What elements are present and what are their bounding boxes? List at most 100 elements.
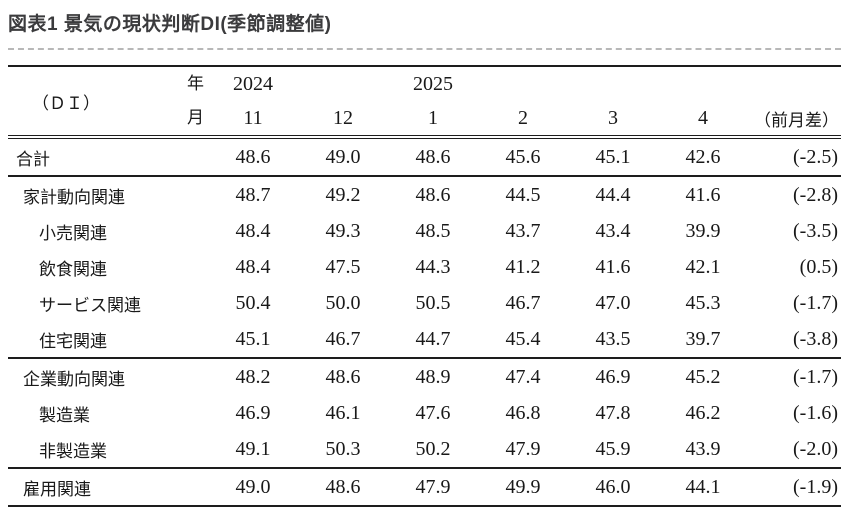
- di-value: 49.0: [325, 145, 361, 168]
- header-row-month: 11 12 1 2 3 4 （前月差）: [8, 101, 841, 137]
- di-value: 45.4: [505, 327, 541, 350]
- di-value: 45.1: [595, 145, 631, 168]
- di-value: 48.7: [235, 183, 271, 206]
- row-label-corporate: 企業動向関連: [23, 369, 125, 389]
- di-value: 50.5: [415, 291, 451, 314]
- mom-change-value: (-2.5): [793, 145, 838, 168]
- table-header: （ＤＩ） 年 月 2024 2025 11 12 1: [8, 66, 841, 137]
- di-value: 45.2: [685, 365, 721, 388]
- empty-cell: [568, 66, 658, 101]
- di-value: 47.9: [505, 437, 541, 460]
- mom-change-value: (-1.6): [793, 401, 838, 424]
- row-retail: 小売関連 48.4 49.3 48.5 43.7 43.4 39.9 (-3.5…: [8, 213, 841, 249]
- di-value: 49.9: [505, 475, 541, 498]
- empty-cell: [658, 66, 748, 101]
- di-value: 50.4: [235, 291, 271, 314]
- di-value: 45.3: [685, 291, 721, 314]
- row-label-non-manufacturing: 非製造業: [39, 441, 107, 461]
- row-label-total: 合計: [16, 149, 50, 169]
- di-value: 47.5: [325, 255, 361, 278]
- di-value: 48.6: [415, 145, 451, 168]
- year-axis-label: 年: [187, 74, 204, 93]
- mom-change-value: (-1.7): [793, 365, 838, 388]
- di-value: 48.6: [325, 365, 361, 388]
- di-value: 43.9: [685, 437, 721, 460]
- di-value: 46.7: [505, 291, 541, 314]
- row-manufacturing: 製造業 46.9 46.1 47.6 46.8 47.8 46.2 (-1.6): [8, 395, 841, 431]
- row-employment: 雇用関連 49.0 48.6 47.9 49.9 46.0 44.1 (-1.9…: [8, 468, 841, 506]
- header-row-year: （ＤＩ） 年 月 2024 2025: [8, 66, 841, 128]
- di-value: 48.4: [235, 255, 271, 278]
- di-value: 48.6: [325, 475, 361, 498]
- row-food-service: 飲食関連 48.4 47.5 44.3 41.2 41.6 42.1 (0.5): [8, 249, 841, 285]
- di-value: 49.1: [235, 437, 271, 460]
- mom-change-value: (0.5): [799, 255, 838, 278]
- di-value: 47.6: [415, 401, 451, 424]
- page-title: 図表1 景気の現状判断DI(季節調整値): [8, 14, 332, 35]
- di-value: 39.9: [685, 219, 721, 242]
- di-value: 43.4: [595, 219, 631, 242]
- table-body: 合計 48.6 49.0 48.6 45.6 45.1 42.6 (-2.5) …: [8, 137, 841, 506]
- row-label-household: 家計動向関連: [23, 187, 125, 207]
- row-corporate: 企業動向関連 48.2 48.6 48.9 47.4 46.9 45.2 (-1…: [8, 358, 841, 395]
- di-value: 41.6: [595, 255, 631, 278]
- row-label-services: サービス関連: [39, 295, 141, 315]
- di-value: 48.9: [415, 365, 451, 388]
- row-label-food-service: 飲食関連: [39, 259, 107, 279]
- month-header-nov: 11: [243, 106, 263, 129]
- di-table: （ＤＩ） 年 月 2024 2025 11 12 1: [8, 65, 841, 507]
- di-value: 46.8: [505, 401, 541, 424]
- row-label-manufacturing: 製造業: [39, 405, 90, 425]
- mom-change-value: (-2.8): [793, 183, 838, 206]
- di-value: 44.7: [415, 327, 451, 350]
- di-value: 47.4: [505, 365, 541, 388]
- corner-cell: （ＤＩ） 年 月: [8, 66, 208, 137]
- di-value: 50.2: [415, 437, 451, 460]
- di-value: 48.6: [415, 183, 451, 206]
- di-value: 41.6: [685, 183, 721, 206]
- row-non-manufacturing: 非製造業 49.1 50.3 50.2 47.9 45.9 43.9 (-2.0…: [8, 431, 841, 468]
- month-header-mar: 3: [608, 106, 618, 129]
- di-value: 49.0: [235, 475, 271, 498]
- di-value: 43.7: [505, 219, 541, 242]
- row-services: サービス関連 50.4 50.0 50.5 46.7 47.0 45.3 (-1…: [8, 285, 841, 321]
- di-value: 44.3: [415, 255, 451, 278]
- di-value: 47.8: [595, 401, 631, 424]
- di-value: 39.7: [685, 327, 721, 350]
- mom-change-value: (-2.0): [793, 437, 838, 460]
- mom-change-value: (-1.7): [793, 291, 838, 314]
- row-label-employment: 雇用関連: [23, 479, 91, 499]
- year-month-axis-label: 年 月: [187, 67, 204, 135]
- di-value: 48.5: [415, 219, 451, 242]
- di-value: 45.9: [595, 437, 631, 460]
- row-housing: 住宅関連 45.1 46.7 44.7 45.4 43.5 39.7 (-3.8…: [8, 321, 841, 358]
- di-value: 46.1: [325, 401, 361, 424]
- di-value: 44.4: [595, 183, 631, 206]
- di-value: 49.3: [325, 219, 361, 242]
- di-value: 48.2: [235, 365, 271, 388]
- di-value: 47.0: [595, 291, 631, 314]
- di-value: 48.6: [235, 145, 271, 168]
- di-unit-label: （ＤＩ）: [32, 93, 100, 113]
- month-header-dec: 12: [333, 106, 353, 129]
- di-value: 50.3: [325, 437, 361, 460]
- di-value: 45.6: [505, 145, 541, 168]
- di-value: 50.0: [325, 291, 361, 314]
- row-household: 家計動向関連 48.7 49.2 48.6 44.5 44.4 41.6 (-2…: [8, 176, 841, 213]
- mom-change-header: （前月差）: [754, 110, 839, 130]
- empty-cell: [748, 66, 841, 101]
- di-value: 48.4: [235, 219, 271, 242]
- month-header-feb: 2: [518, 106, 528, 129]
- mom-change-value: (-3.8): [793, 327, 838, 350]
- di-value: 45.1: [235, 327, 271, 350]
- di-value: 42.1: [685, 255, 721, 278]
- di-value: 41.2: [505, 255, 541, 278]
- year-2025-header: 2025: [413, 72, 453, 95]
- row-label-housing: 住宅関連: [39, 331, 107, 351]
- di-value: 44.5: [505, 183, 541, 206]
- month-header-apr: 4: [698, 106, 708, 129]
- row-label-retail: 小売関連: [39, 223, 107, 243]
- month-header-jan: 1: [428, 106, 438, 129]
- empty-cell: [478, 66, 568, 101]
